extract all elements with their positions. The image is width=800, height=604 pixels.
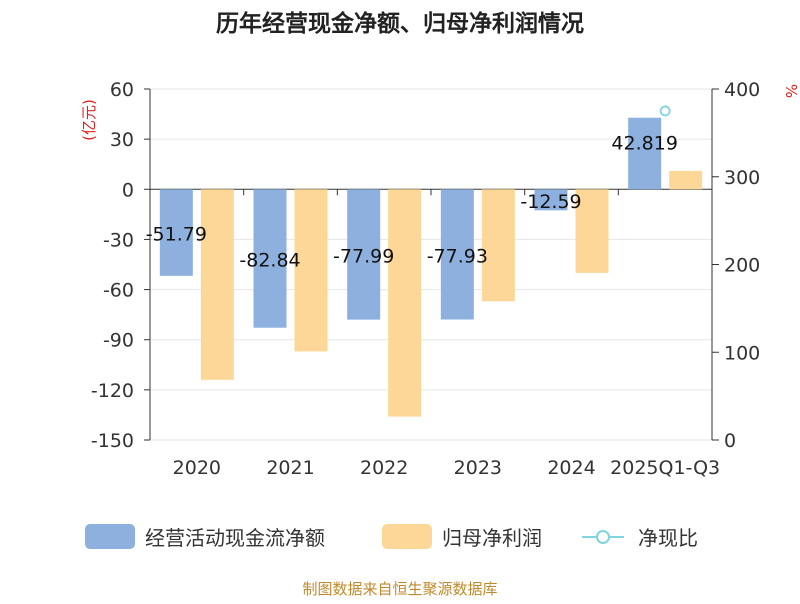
cashflow-data-label: -82.84 (239, 250, 300, 272)
left-tick-label: 30 (110, 129, 134, 151)
chart-title: 历年经营现金净额、归母净利润情况 (216, 10, 584, 37)
profit-bar[interactable] (481, 189, 515, 302)
left-tick-label: 0 (122, 179, 134, 201)
legend-label-cashflow: 经营活动现金流净额 (145, 526, 325, 550)
cashflow-data-label: 42.819 (611, 133, 677, 155)
legend-item-ratio[interactable]: 净现比 (582, 526, 698, 550)
cashflow-bar[interactable] (628, 117, 662, 190)
cashflow-data-label: -51.79 (146, 224, 207, 246)
x-tick-label: 2023 (454, 457, 502, 479)
cashflow-bar[interactable] (347, 189, 381, 320)
legend-label-ratio: 净现比 (638, 526, 698, 550)
cashflow-data-label: -77.99 (333, 245, 394, 267)
cashflow-data-label: -12.59 (520, 191, 581, 213)
left-tick-label: -60 (103, 280, 134, 302)
cashflow-data-label: -77.93 (427, 245, 488, 267)
cashflow-bar[interactable] (253, 189, 287, 328)
right-tick-label: 200 (724, 255, 760, 277)
x-tick-label: 2022 (360, 457, 408, 479)
ratio-point[interactable] (659, 105, 671, 117)
x-tick-label: 2024 (547, 457, 595, 479)
legend-label-profit: 归母净利润 (442, 526, 542, 550)
right-tick-label: 100 (724, 342, 760, 364)
legend-item-profit[interactable]: 归母净利润 (382, 524, 542, 550)
left-tick-label: -30 (103, 229, 134, 251)
gridlines (150, 88, 712, 441)
profit-bar[interactable] (200, 189, 234, 380)
profit-bar[interactable] (294, 189, 328, 352)
bars (159, 117, 703, 417)
left-tick-label: -90 (103, 330, 134, 352)
legend-swatch-cashflow (85, 524, 135, 549)
data-labels: -51.79 -82.84 -77.99 -77.93 -12.59 42.819 (146, 133, 678, 272)
right-tick-label: 0 (724, 430, 736, 452)
right-tick-label: 400 (724, 79, 760, 101)
cashflow-bar[interactable] (534, 189, 568, 211)
source-note: 制图数据来自恒生聚源数据库 (302, 580, 497, 598)
x-tick-label: 2025Q1-Q3 (610, 457, 720, 479)
legend-swatch-profit (382, 524, 432, 549)
left-tick-label: -120 (91, 380, 134, 402)
x-tick-label: 2020 (173, 457, 221, 479)
x-tick-label: 2021 (266, 457, 314, 479)
profit-bar[interactable] (669, 170, 703, 190)
right-tick-label: 300 (724, 167, 760, 189)
legend-item-cashflow[interactable]: 经营活动现金流净额 (85, 524, 325, 550)
profit-bar[interactable] (575, 189, 609, 273)
left-tick-label: 60 (110, 79, 134, 101)
legend-marker-ratio (596, 530, 610, 544)
right-axis-label: % (782, 84, 800, 98)
ratio-markers (659, 105, 671, 117)
profit-bar[interactable] (388, 189, 422, 417)
left-tick-label: -150 (91, 430, 134, 452)
cashflow-bar[interactable] (440, 189, 474, 320)
legend: 经营活动现金流净额 归母净利润 净现比 (85, 524, 698, 550)
left-axis-label: (亿元) (80, 99, 98, 141)
cashflow-bar[interactable] (159, 189, 193, 276)
